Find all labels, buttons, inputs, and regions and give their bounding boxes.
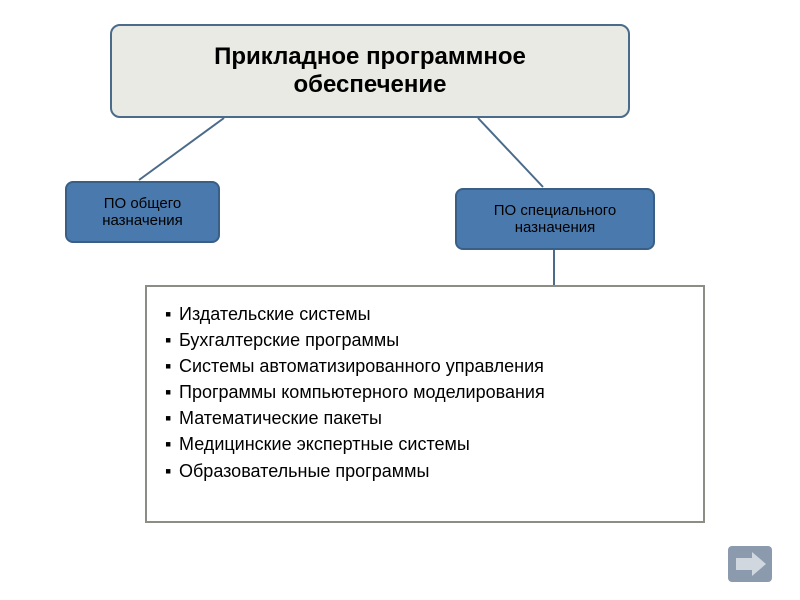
details-item: Образовательные программы [165, 458, 685, 484]
nav-next-button[interactable] [728, 546, 772, 582]
connector-b [478, 118, 543, 187]
details-item: Программы компьютерного моделирования [165, 379, 685, 405]
details-list: Издательские системыБухгалтерские програ… [165, 301, 685, 484]
root-title-line1: Прикладное программное [214, 43, 526, 70]
node-general-purpose[interactable]: ПО общего назначения [65, 181, 220, 243]
details-item: Издательские системы [165, 301, 685, 327]
root-title-box: Прикладное программное обеспечение [110, 24, 630, 118]
details-panel: Издательские системыБухгалтерские програ… [145, 285, 705, 523]
arrow-right-icon [728, 546, 772, 582]
details-item: Математические пакеты [165, 405, 685, 431]
node-general-line2: назначения [102, 212, 183, 229]
details-item: Бухгалтерские программы [165, 327, 685, 353]
node-special-purpose[interactable]: ПО специального назначения [455, 188, 655, 250]
details-item: Системы автоматизированного управления [165, 353, 685, 379]
node-special-line1: ПО специального [494, 202, 617, 219]
node-general-line1: ПО общего [104, 195, 182, 212]
root-title-line2: обеспечение [294, 71, 447, 98]
node-special-line2: назначения [515, 219, 596, 236]
details-item: Медицинские экспертные системы [165, 431, 685, 457]
connector-a [139, 118, 224, 180]
